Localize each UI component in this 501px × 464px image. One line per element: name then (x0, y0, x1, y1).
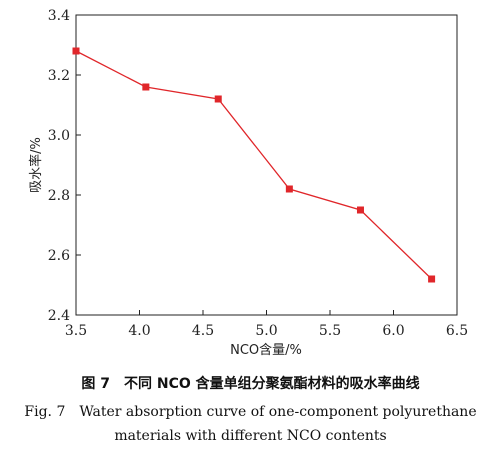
y-tick-label: 3.2 (48, 68, 70, 84)
figure-caption-en-line1: Fig. 7 Water absorption curve of one-com… (24, 404, 477, 420)
x-axis-title: NCO含量/% (230, 342, 302, 358)
chart-svg: 3.5 4.0 4.5 5.0 5.5 6.0 6.52.42.62.83.03.23.4 … (28, 8, 468, 358)
data-point (428, 275, 436, 283)
y-tick-label: 3.4 (48, 8, 70, 24)
x-tick-label: 3.5 (65, 323, 87, 339)
x-tick-label: 5.5 (319, 323, 341, 339)
y-tick-label: 2.6 (48, 248, 70, 264)
data-point (72, 47, 80, 55)
data-point (285, 185, 293, 193)
x-tick-label: 5.0 (255, 323, 277, 339)
series-markers (72, 47, 436, 283)
figure-caption-cn: 图 7 不同 NCO 含量单组分聚氨酯材料的吸水率曲线 (81, 376, 420, 392)
x-tick-label: 6.0 (382, 323, 404, 339)
data-point (356, 206, 364, 214)
x-tick-label: 4.5 (192, 323, 214, 339)
y-axis-title: 吸水率/% (28, 137, 44, 193)
data-point (214, 95, 222, 103)
data-point (142, 83, 150, 91)
y-tick-label: 2.4 (48, 308, 70, 324)
series-line (75, 50, 433, 280)
x-tick-label: 4.0 (128, 323, 150, 339)
x-tick-label: 6.5 (446, 323, 468, 339)
axis-ticks: 3.5 4.0 4.5 5.0 5.5 6.0 6.5 2.4 2.6 2.8 3.0 3.2 3.4 (48, 8, 468, 339)
y-tick-label: 2.8 (48, 188, 70, 204)
figure-caption-en-line2: materials with different NCO contents (114, 428, 387, 444)
plot-frame (75, 14, 458, 316)
y-tick-label: 3.0 (48, 128, 70, 144)
